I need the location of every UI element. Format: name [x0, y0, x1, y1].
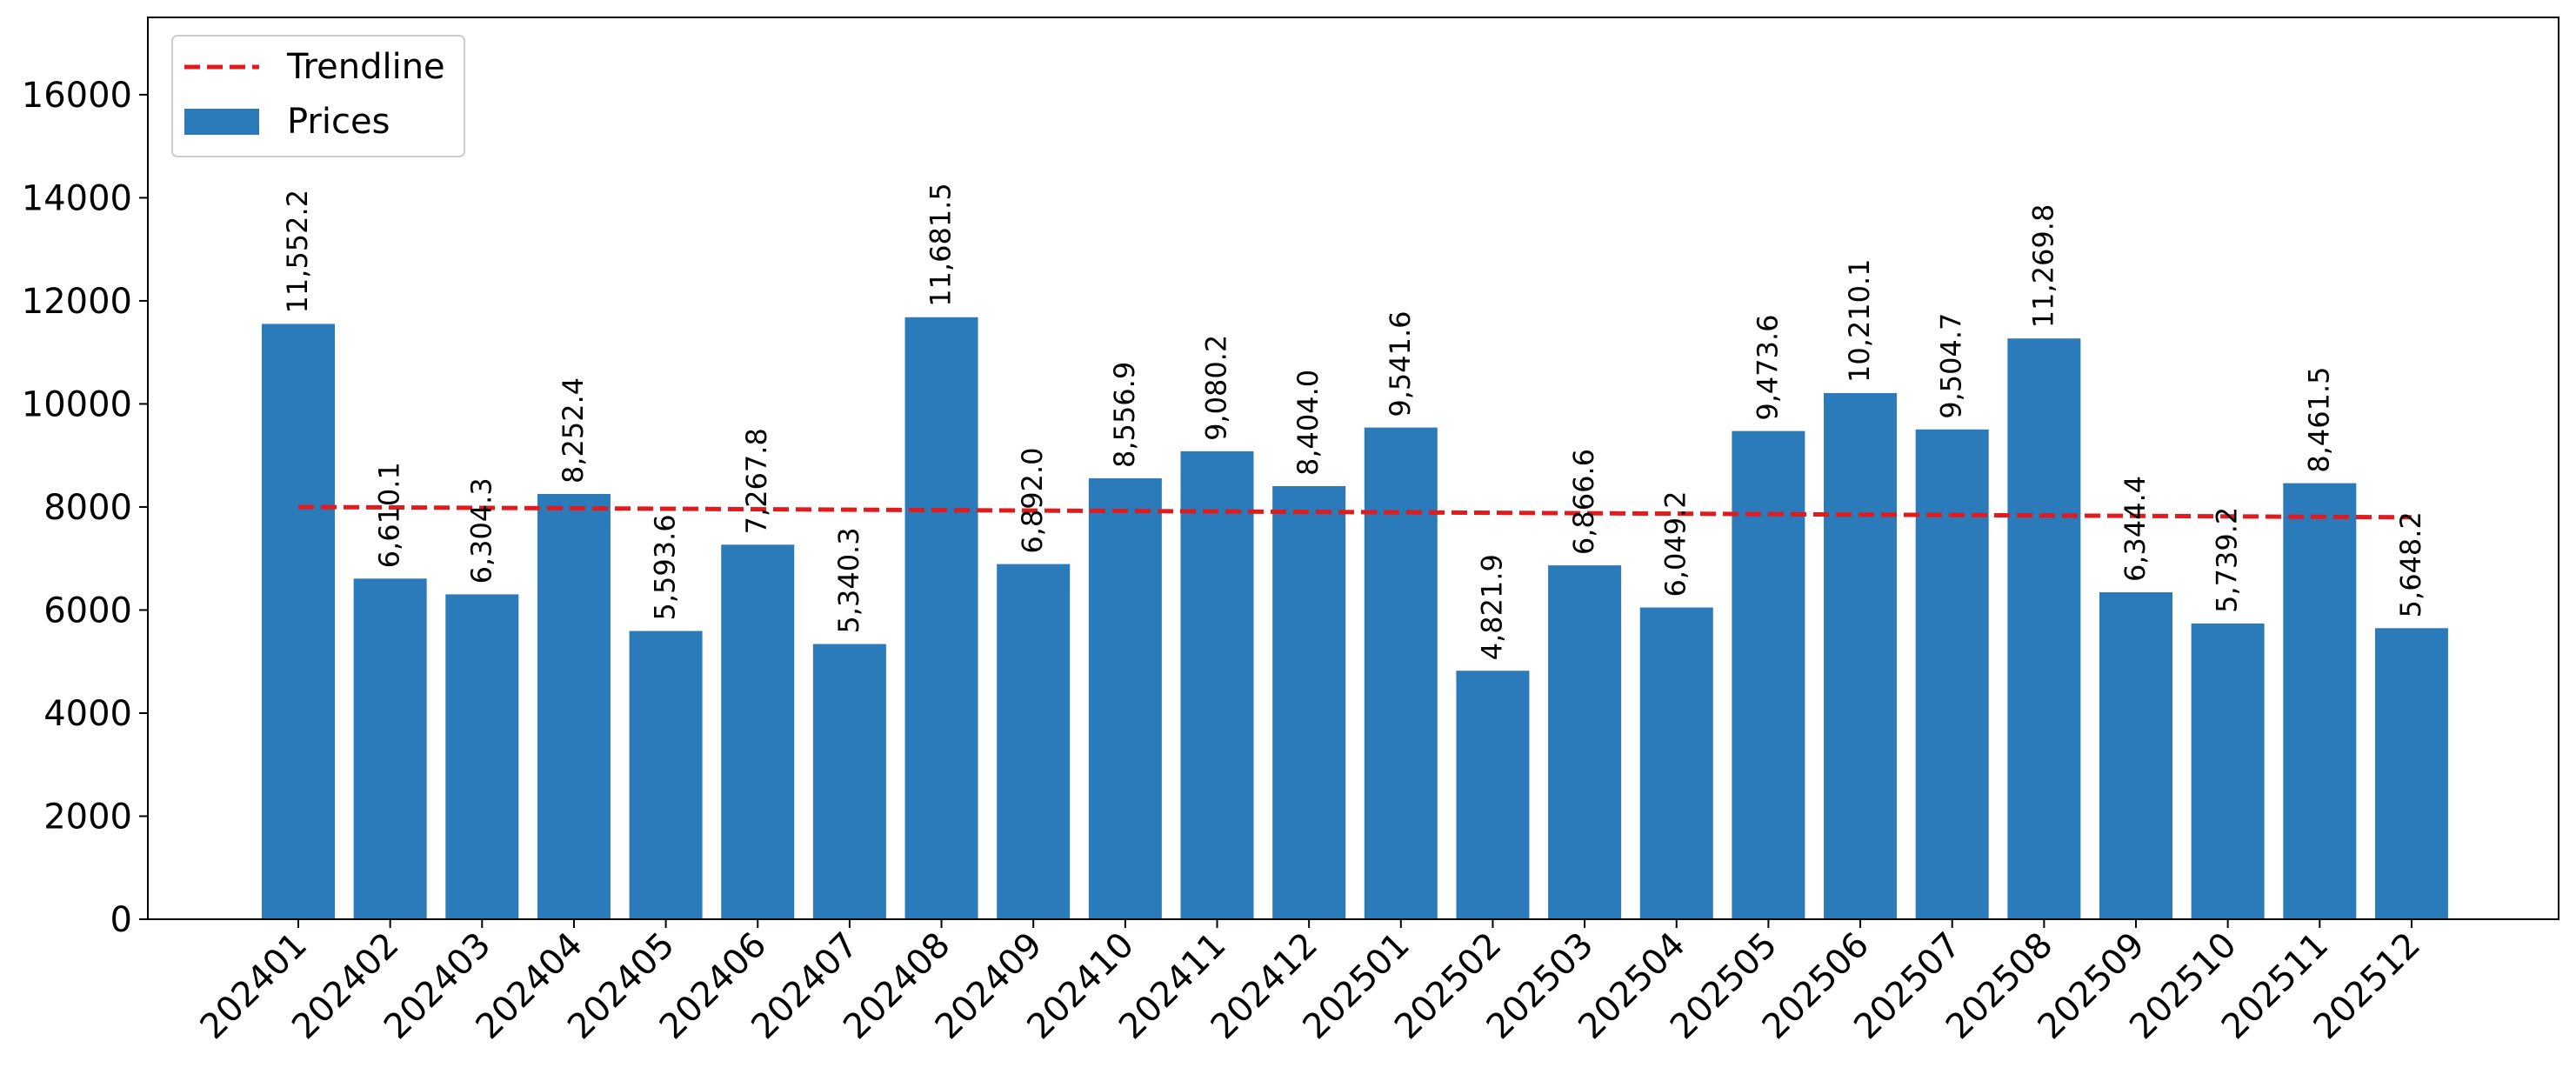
legend: Trendline Prices: [171, 35, 465, 157]
bar-value-label-202511: 8,461.5: [2302, 366, 2335, 472]
bar-202508: [2007, 338, 2081, 919]
y-tick-label: 6000: [43, 591, 132, 631]
bar-202509: [2099, 592, 2172, 919]
y-tick-label: 2000: [43, 797, 132, 837]
legend-trendline-label: Trendline: [286, 47, 445, 87]
bar-202408: [904, 317, 978, 919]
bar-value-label-202508: 11,269.8: [2026, 204, 2059, 329]
bar-value-label-202404: 8,252.4: [557, 377, 590, 484]
bar-202403: [445, 594, 519, 919]
bar-value-label-202407: 5,340.3: [832, 527, 865, 633]
bar-value-label-202505: 9,473.6: [1751, 314, 1784, 420]
bar-value-label-202504: 6,049.2: [1659, 490, 1692, 597]
bar-value-label-202503: 6,866.6: [1567, 449, 1600, 555]
bar-202401: [262, 324, 335, 919]
bar-202409: [997, 564, 1071, 919]
bar-labels-layer: 11,552.2 6,610.1 6,304.3 8,252.4 5,593.6 7,26…: [281, 183, 2427, 660]
bar-202404: [537, 493, 611, 919]
y-tick-label: 4000: [43, 694, 132, 734]
trendline-layer: [297, 504, 2412, 520]
bar-value-label-202403: 6,304.3: [464, 477, 497, 584]
bar-value-label-202408: 11,681.5: [924, 183, 958, 307]
bar-202501: [1364, 427, 1438, 919]
plot-frame: [147, 17, 2559, 920]
bar-value-label-202409: 6,892.0: [1016, 447, 1049, 553]
bar-value-label-202501: 9,541.6: [1384, 310, 1417, 417]
legend-prices-label: Prices: [287, 102, 390, 142]
bar-202406: [721, 544, 795, 919]
y-tick-label: 16000: [22, 76, 132, 116]
y-tick-label: 0: [110, 900, 132, 940]
bar-202407: [812, 644, 886, 919]
bar-value-label-202405: 5,593.6: [649, 514, 682, 620]
bar-202511: [2283, 483, 2357, 919]
bar-value-label-202410: 8,556.9: [1108, 362, 1141, 468]
bar-202502: [1456, 671, 1530, 919]
bar-value-label-202406: 7,267.8: [740, 428, 773, 534]
y-tick-label: 12000: [22, 282, 132, 322]
bar-202505: [1732, 430, 1805, 919]
bar-202507: [1915, 429, 1989, 919]
y-tick-label: 10000: [22, 384, 132, 424]
bar-value-label-202509: 6,344.4: [2119, 476, 2152, 582]
bar-202510: [2191, 623, 2265, 919]
bar-202402: [353, 578, 427, 919]
bar-202412: [1272, 486, 1346, 919]
bar-202411: [1180, 450, 1254, 919]
bar-value-label-202401: 11,552.2: [281, 190, 314, 314]
bar-value-label-202502: 4,821.9: [1475, 554, 1508, 660]
y-tick-label: 8000: [43, 488, 132, 528]
bar-value-label-202411: 9,080.2: [1200, 335, 1233, 441]
y-tick-label: 14000: [22, 178, 132, 218]
bar-value-label-202507: 9,504.7: [1935, 313, 1968, 419]
bar-value-label-202512: 5,648.2: [2394, 511, 2427, 617]
bar-202504: [1639, 607, 1713, 919]
bars-layer: [262, 317, 2448, 919]
bar-202506: [1824, 392, 1898, 919]
bar-value-label-202506: 10,210.1: [1843, 258, 1876, 383]
legend-prices-swatch: [184, 109, 259, 135]
bar-202405: [629, 631, 703, 919]
bar-202410: [1088, 477, 1162, 919]
bar-202503: [1548, 565, 1622, 919]
bar-202512: [2374, 628, 2448, 919]
y-axis: 0 2000 4000 6000 8000 10000 12000 14000 16000: [22, 76, 148, 940]
bar-value-label-202510: 5,739.2: [2211, 507, 2244, 613]
bar-value-label-202412: 8,404.0: [1291, 370, 1325, 476]
trendline: [297, 504, 2412, 520]
bar-value-label-202402: 6,610.1: [373, 462, 406, 568]
